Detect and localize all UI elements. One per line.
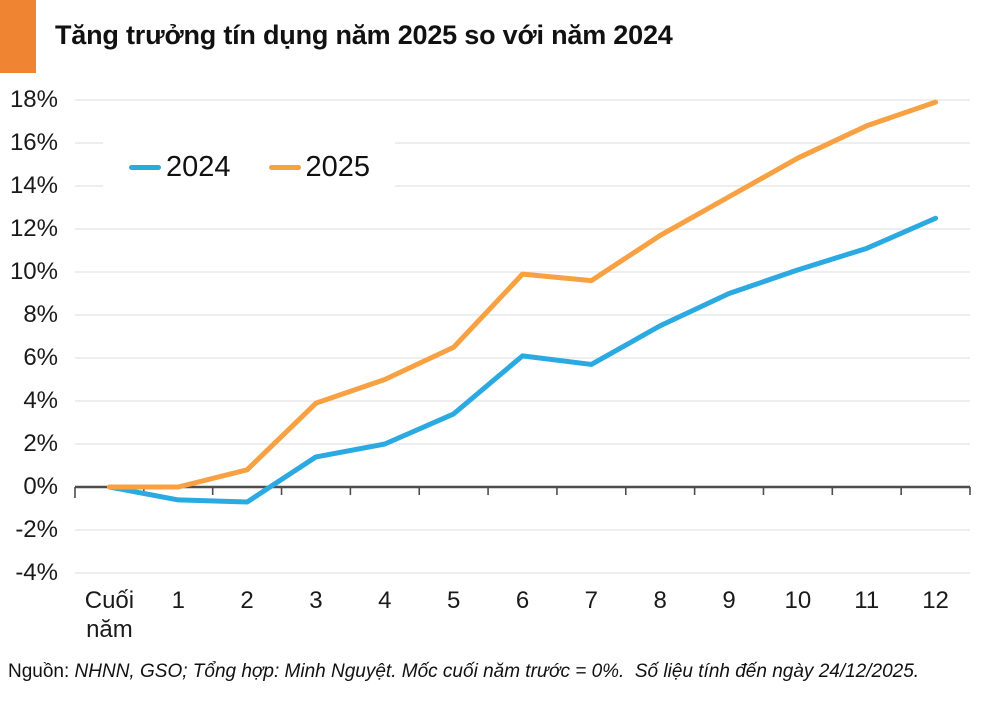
x-axis-label: 11 [854,587,880,614]
y-axis-label: 4% [23,387,58,414]
y-axis-label: 2% [23,430,58,457]
x-axis-label: 10 [784,587,812,614]
series-line-2024 [106,215,939,505]
title-accent-block [0,0,36,73]
line-chart: 2024 2025 18% 16% 14% 12% 10% 8% 6% 4% 2% 0% -2% -4… [9,86,971,644]
x-axis-label: 4 [378,587,392,614]
y-axis-label: -2% [15,516,58,543]
y-axis-label: 16% [9,129,58,156]
y-axis-label: 10% [9,258,58,285]
y-axis-label: 12% [9,215,58,242]
y-axis-label: 6% [23,344,58,371]
x-axis-label: 5 [446,587,461,614]
x-axis-label: 6 [515,587,530,614]
source-note-text: NHNN, GSO; Tổng hợp: Minh Nguyệt. Mốc cu… [74,661,920,682]
legend-item-2024: 2024 [129,151,231,184]
chart-canvas [74,99,971,574]
source-note: Nguồn: NHNN, GSO; Tổng hợp: Minh Nguyệt.… [8,661,996,683]
legend-label: 2025 [305,150,371,183]
series-line-2025 [106,99,939,490]
x-axis-label: 2 [240,587,254,614]
legend-item-2025: 2025 [268,150,371,184]
x-axis-label: 1 [171,587,185,614]
chart-legend: 2024 2025 [103,136,395,198]
y-axis-label: -4% [15,559,58,586]
legend-line-swatch-2024 [129,164,161,170]
page-title: Tăng trưởng tín dụng năm 2025 so với năm… [55,20,673,50]
legend-label: 2024 [166,150,231,183]
source-note-prefix: Nguồn: [8,661,75,682]
legend-line-swatch-2025 [268,164,301,170]
x-axis-label: 7 [584,587,599,614]
y-axis-label: 14% [9,172,58,199]
x-axis-label: 9 [722,587,736,614]
y-axis-label: 0% [23,473,58,500]
y-axis-label: 8% [23,301,58,328]
y-axis-label: 18% [9,86,58,113]
x-axis-label: 8 [653,587,667,614]
x-axis-label: Cuối năm [84,587,135,644]
x-axis-label: 3 [309,587,323,614]
x-axis-label: 12 [922,587,949,614]
